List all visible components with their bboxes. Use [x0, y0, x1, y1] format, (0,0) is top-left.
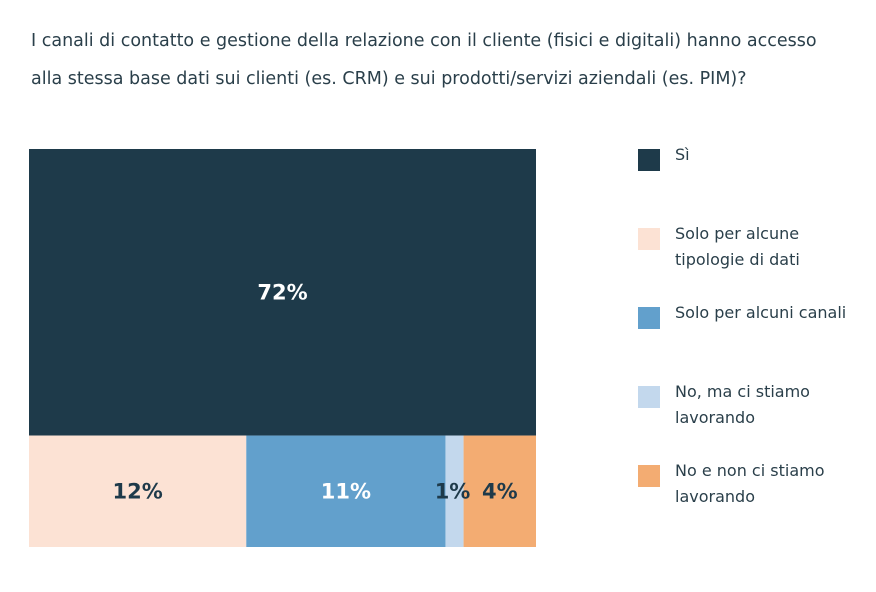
legend-swatch-non-lavorando: [638, 465, 660, 487]
treemap-cell-solo-per-alcune-tipologie-di-dati: [29, 435, 247, 547]
treemap-label-si: 72%: [257, 280, 307, 304]
treemap-cell-solo-per-alcuni-canali: [246, 435, 446, 547]
treemap-cell-si: [29, 149, 536, 436]
legend-swatch-si: [638, 149, 660, 171]
treemap-label-solo-per-alcuni-canali: 11%: [321, 479, 371, 503]
treemap-label-no-e-non-ci-stiamo-lavorando: 4%: [482, 479, 518, 503]
treemap-label-no-ma-ci-stiamo-lavorando: 1%: [435, 479, 471, 503]
legend-label-non-lavorando: No e non ci stiamo lavorando: [675, 461, 825, 506]
legend-label-si: Sì: [675, 145, 690, 164]
legend-label-tipologie: Solo per alcune tipologie di dati: [675, 224, 800, 269]
legend-swatch-tipologie: [638, 228, 660, 250]
chart-title: I canali di contatto e gestione della re…: [31, 31, 817, 89]
legend-swatch-canali: [638, 307, 660, 329]
legend-label-canali: Solo per alcuni canali: [675, 303, 847, 322]
treemap-label-solo-per-alcune-tipologie-di-dati: 12%: [113, 479, 163, 503]
legend-swatch-lavorando: [638, 386, 660, 408]
legend-label-lavorando: No, ma ci stiamo lavorando: [675, 382, 810, 427]
treemap-cell-no-ma-ci-stiamo-lavorando: [445, 435, 464, 547]
treemap-cell-no-e-non-ci-stiamo-lavorando: [463, 435, 536, 547]
